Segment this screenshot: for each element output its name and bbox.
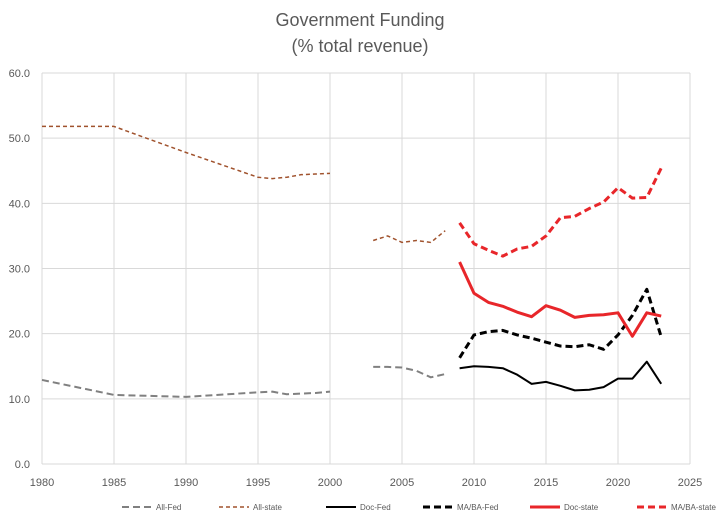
x-tick-label: 1985: [102, 477, 126, 489]
series-line-all-fed: [41, 378, 331, 398]
y-tick-label: 30.0: [9, 264, 30, 276]
series-line-doc-state: [458, 261, 662, 338]
x-tick-label: 2015: [534, 477, 558, 489]
y-tick-label: 40.0: [9, 198, 30, 210]
y-tick-label: 10.0: [9, 394, 30, 406]
legend-label: All-state: [253, 503, 282, 512]
legend-label: MA/BA-Fed: [457, 503, 498, 512]
y-tick-label: 0.0: [15, 459, 30, 471]
x-tick-label: 1980: [30, 477, 54, 489]
series-line-all-state: [42, 125, 331, 180]
y-tick-label: 60.0: [9, 68, 30, 80]
series-line-all-state: [372, 230, 446, 244]
legend-label: Doc-state: [564, 503, 599, 512]
x-tick-label: 1995: [246, 477, 270, 489]
legend-label: MA/BA-state: [671, 503, 716, 512]
x-tick-label: 1990: [174, 477, 198, 489]
series-line-all-fed: [373, 365, 446, 379]
x-tick-label: 2020: [606, 477, 630, 489]
y-tick-label: 50.0: [9, 133, 30, 145]
x-tick-label: 2025: [678, 477, 702, 489]
x-tick-label: 2010: [462, 477, 486, 489]
y-tick-label: 20.0: [9, 329, 30, 341]
x-tick-label: 2005: [390, 477, 414, 489]
chart-title: Government Funding: [275, 10, 445, 30]
legend-label: All-Fed: [156, 503, 181, 512]
series-line-doc-fed: [459, 360, 663, 392]
x-tick-label: 2000: [318, 477, 342, 489]
legend-label: Doc-Fed: [360, 503, 391, 512]
series-line-ma-ba-state: [458, 167, 663, 258]
series-line-ma-ba-fed: [458, 287, 663, 359]
chart-subtitle: (% total revenue): [291, 36, 429, 56]
